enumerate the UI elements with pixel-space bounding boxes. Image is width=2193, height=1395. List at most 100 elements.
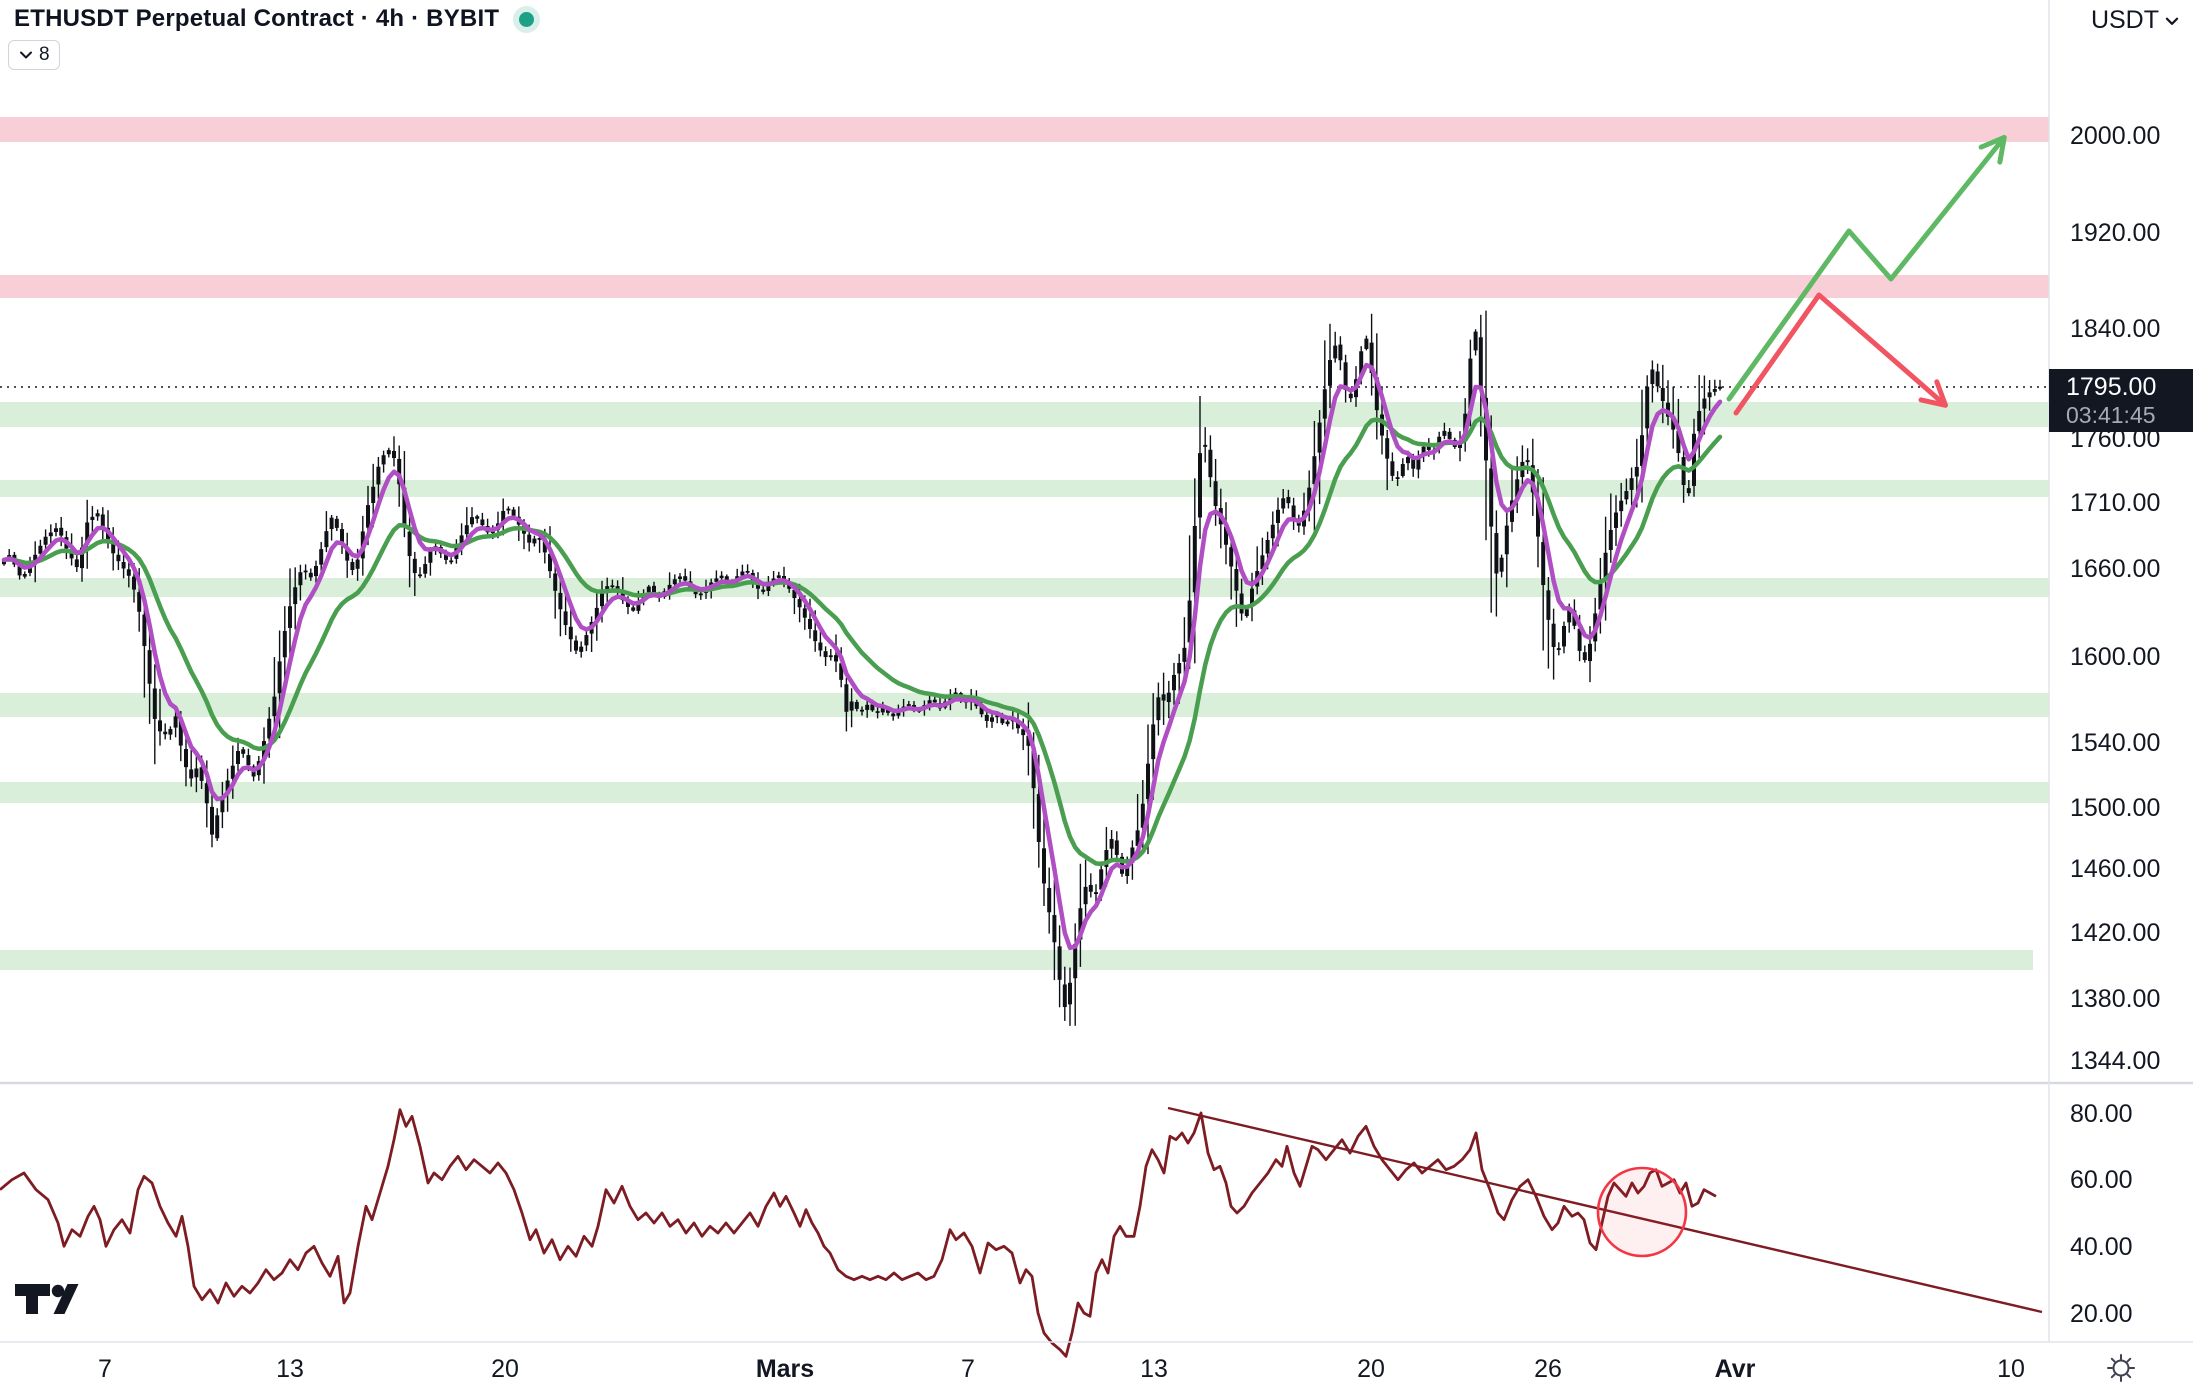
candle-body bbox=[80, 547, 84, 569]
price-axis-label: 1344.00 bbox=[2070, 1047, 2160, 1075]
candle-body bbox=[74, 559, 79, 568]
candle-body bbox=[834, 655, 838, 662]
candle-body bbox=[272, 696, 277, 717]
candle-body bbox=[459, 535, 464, 546]
candle-body bbox=[1166, 692, 1171, 703]
candle-body bbox=[225, 780, 230, 795]
candle-body bbox=[1078, 908, 1083, 940]
candle-body bbox=[1494, 533, 1499, 574]
time-axis[interactable]: 7 13 20 Mars 7 13 20 26 Avr 10 bbox=[98, 1355, 2025, 1383]
candle-body bbox=[1369, 342, 1374, 374]
price-axis-label: 2000.00 bbox=[2070, 122, 2160, 150]
candle-body bbox=[1712, 389, 1717, 392]
candle-body bbox=[1416, 457, 1421, 470]
candle-body bbox=[1338, 344, 1343, 361]
price-axis-label: 1460.00 bbox=[2070, 855, 2160, 883]
candle-body bbox=[631, 607, 636, 611]
candle-body bbox=[43, 536, 48, 545]
rsi-line bbox=[0, 1108, 1717, 1358]
candle-body bbox=[303, 570, 308, 573]
candle-body bbox=[1374, 377, 1379, 411]
candle-body bbox=[984, 714, 989, 721]
candle-body bbox=[1603, 552, 1608, 578]
candle-body bbox=[1182, 647, 1187, 662]
candle-body bbox=[1676, 430, 1681, 454]
candle-body bbox=[386, 450, 391, 455]
candle-body bbox=[293, 587, 298, 605]
candle-body bbox=[683, 576, 688, 581]
candle-body bbox=[475, 516, 480, 519]
candle-body bbox=[1291, 505, 1296, 519]
rsi-highlight-circle[interactable] bbox=[1596, 1166, 1688, 1258]
candle-body bbox=[1510, 500, 1514, 522]
time-axis-label: Mars bbox=[756, 1355, 814, 1383]
candle-body bbox=[511, 509, 516, 516]
projection-arrows[interactable] bbox=[1726, 134, 2007, 416]
candle-body bbox=[776, 575, 781, 578]
candle-body bbox=[480, 519, 485, 526]
candle-body bbox=[1161, 694, 1166, 701]
chevron-down-icon bbox=[2165, 17, 2179, 25]
candle-body bbox=[423, 564, 428, 574]
chevron-down-icon bbox=[20, 51, 32, 59]
candle-body bbox=[444, 554, 448, 560]
candle-body bbox=[896, 711, 901, 716]
current-price-value: 1795.00 bbox=[2066, 373, 2157, 401]
symbol-title[interactable]: ETHUSDT Perpetual Contract · 4h · BYBIT bbox=[14, 5, 500, 32]
candle-body bbox=[1156, 697, 1161, 721]
candle-body bbox=[652, 585, 656, 594]
market-status-icon[interactable] bbox=[519, 11, 535, 27]
candle-body bbox=[1650, 369, 1655, 385]
candle-body bbox=[1390, 461, 1395, 476]
candle-body bbox=[532, 538, 537, 544]
candle-body bbox=[1286, 496, 1291, 504]
candle-body bbox=[350, 562, 355, 571]
candle-body bbox=[1406, 457, 1410, 464]
candle-body bbox=[1208, 449, 1213, 478]
candle-body bbox=[1671, 418, 1676, 430]
projection-arrow-down[interactable] bbox=[1733, 292, 1949, 416]
drawings-count-button[interactable]: 8 bbox=[8, 40, 60, 70]
candle-body bbox=[1270, 524, 1275, 539]
candle-body bbox=[870, 704, 875, 711]
current-price-badge: 1795.00 03:41:45 bbox=[2049, 369, 2193, 432]
price-axis[interactable]: 2000.001920.001840.001760.001710.001660.… bbox=[2070, 122, 2160, 1328]
candle-body bbox=[345, 547, 350, 561]
candle-body bbox=[184, 749, 188, 768]
currency-selector[interactable]: USDT bbox=[2091, 6, 2181, 35]
candle-body bbox=[449, 560, 454, 563]
candle-body bbox=[1187, 600, 1192, 643]
candle-body bbox=[173, 716, 178, 728]
candle-body bbox=[1582, 652, 1587, 661]
candle-body bbox=[626, 601, 630, 607]
ma-slow-line bbox=[1, 416, 1723, 867]
candle-body bbox=[22, 574, 27, 577]
candle-body bbox=[839, 663, 844, 680]
gear-icon[interactable] bbox=[2103, 1350, 2139, 1386]
candle-body bbox=[802, 608, 807, 618]
candle-body bbox=[168, 729, 173, 735]
price-axis-label: 1600.00 bbox=[2070, 643, 2160, 671]
candle-body bbox=[1109, 839, 1114, 849]
candle-body bbox=[1125, 865, 1130, 877]
candle-body bbox=[189, 769, 194, 779]
candle-body bbox=[412, 558, 417, 574]
projection-arrow-up[interactable] bbox=[1726, 134, 2007, 402]
bar-countdown: 03:41:45 bbox=[2066, 402, 2156, 428]
tradingview-logo[interactable] bbox=[14, 1282, 94, 1318]
candle-body bbox=[1307, 487, 1312, 509]
candle-body bbox=[334, 518, 339, 528]
candle-body bbox=[1000, 716, 1005, 724]
candle-body bbox=[548, 553, 552, 572]
candle-body bbox=[1140, 803, 1145, 828]
candle-body bbox=[236, 751, 240, 765]
candle-body bbox=[116, 554, 121, 562]
candle-body bbox=[324, 531, 329, 548]
candle-body bbox=[672, 579, 677, 585]
candle-body bbox=[1083, 886, 1088, 905]
candle-body bbox=[1478, 337, 1483, 390]
price-axis-label: 60.00 bbox=[2070, 1166, 2133, 1194]
candle-body bbox=[1411, 458, 1416, 469]
candle-body bbox=[355, 559, 360, 569]
